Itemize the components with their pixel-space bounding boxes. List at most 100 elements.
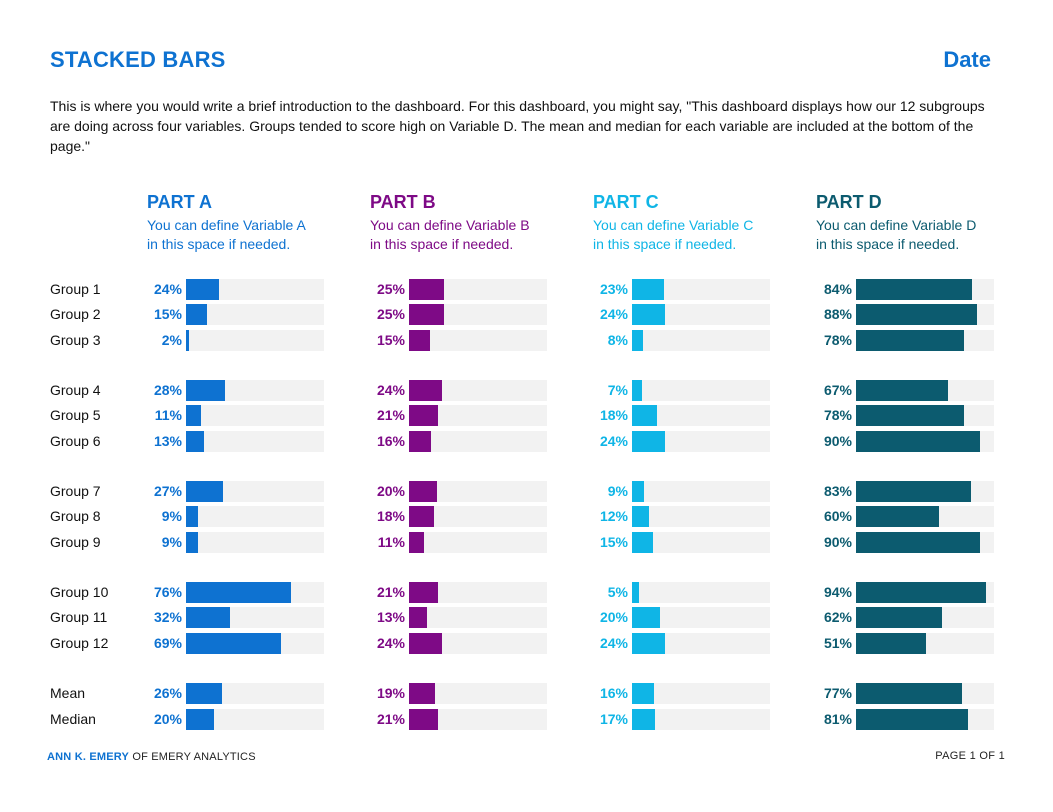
value-label: 62%	[823, 609, 852, 625]
bar-track	[409, 405, 547, 426]
group-label: Group 6	[50, 433, 101, 449]
value-label: 25%	[376, 281, 405, 297]
bar-track	[409, 683, 547, 704]
bar-track	[856, 481, 994, 502]
bar-fill	[632, 683, 654, 704]
group-label: Group 7	[50, 483, 101, 499]
bar-fill	[409, 304, 444, 325]
value-label: 8%	[607, 332, 628, 348]
bar-track	[186, 330, 324, 351]
footer-org: OF EMERY ANALYTICS	[129, 751, 256, 763]
bar-track	[632, 506, 770, 527]
bar-fill	[856, 405, 964, 426]
bar-track	[409, 582, 547, 603]
value-label: 90%	[823, 433, 852, 449]
bar-fill	[632, 607, 660, 628]
bar-fill	[186, 279, 219, 300]
bar-track	[632, 279, 770, 300]
value-label: 32%	[153, 609, 182, 625]
value-label: 12%	[599, 508, 628, 524]
value-label: 28%	[153, 382, 182, 398]
bar-track	[409, 532, 547, 553]
part-title: PART C	[593, 192, 659, 212]
bar-fill	[856, 431, 980, 452]
bar-track	[856, 709, 994, 730]
value-label: 18%	[376, 508, 405, 524]
value-label: 20%	[153, 711, 182, 727]
part-description-line: in this space if needed.	[370, 236, 514, 252]
bar-track	[409, 481, 547, 502]
page-number: PAGE 1 OF 1	[935, 750, 1005, 762]
bar-track	[409, 304, 547, 325]
bar-fill	[856, 506, 939, 527]
bar-track	[632, 481, 770, 502]
group-label: Median	[50, 711, 96, 727]
value-label: 2%	[161, 332, 182, 348]
bar-track	[409, 330, 547, 351]
value-label: 13%	[376, 609, 405, 625]
bar-track	[632, 380, 770, 401]
bar-track	[856, 431, 994, 452]
value-label: 11%	[154, 407, 182, 423]
footer-author: ANN K. EMERY	[47, 751, 130, 763]
bar-track	[632, 304, 770, 325]
value-label: 94%	[823, 584, 852, 600]
bar-track	[632, 607, 770, 628]
bar-track	[186, 709, 324, 730]
value-label: 23%	[599, 281, 628, 297]
value-label: 24%	[153, 281, 182, 297]
bar-fill	[409, 481, 437, 502]
bar-fill	[632, 481, 644, 502]
bar-track	[409, 380, 547, 401]
value-label: 21%	[376, 407, 405, 423]
bar-track	[409, 633, 547, 654]
value-label: 11%	[377, 534, 405, 550]
part-title: PART A	[147, 192, 212, 212]
bar-track	[409, 506, 547, 527]
value-label: 17%	[599, 711, 628, 727]
bar-fill	[632, 405, 657, 426]
group-label: Group 5	[50, 407, 101, 423]
bar-track	[856, 405, 994, 426]
bar-fill	[186, 709, 214, 730]
group-label: Group 3	[50, 332, 101, 348]
bar-fill	[632, 279, 664, 300]
part-description-line: in this space if needed.	[147, 236, 291, 252]
value-label: 20%	[376, 483, 405, 499]
bar-fill	[856, 683, 962, 704]
value-label: 51%	[823, 635, 852, 651]
value-label: 18%	[599, 407, 628, 423]
part-title: PART B	[370, 192, 436, 212]
value-label: 24%	[376, 382, 405, 398]
bar-fill	[186, 532, 198, 553]
value-label: 24%	[599, 635, 628, 651]
bar-fill	[632, 380, 642, 401]
bar-fill	[409, 582, 438, 603]
group-label: Group 8	[50, 508, 101, 524]
group-label: Group 1	[50, 281, 101, 297]
part-description-line: You can define Variable B	[370, 217, 530, 233]
intro-text: This is where you would write a brief in…	[50, 98, 985, 154]
bar-fill	[856, 481, 971, 502]
value-label: 25%	[376, 306, 405, 322]
bar-fill	[409, 380, 442, 401]
value-label: 15%	[153, 306, 182, 322]
value-label: 9%	[607, 483, 628, 499]
bar-fill	[409, 431, 431, 452]
bar-track	[856, 330, 994, 351]
value-label: 27%	[153, 483, 182, 499]
value-label: 21%	[376, 711, 405, 727]
bar-fill	[186, 481, 223, 502]
bar-fill	[186, 304, 207, 325]
bar-fill	[856, 304, 977, 325]
bar-fill	[632, 582, 639, 603]
value-label: 9%	[161, 508, 182, 524]
bar-fill	[186, 380, 225, 401]
part-description: You can define Variable C in this space i…	[593, 216, 793, 254]
value-label: 77%	[823, 685, 852, 701]
part-description: You can define Variable A in this space i…	[147, 216, 347, 254]
value-label: 81%	[823, 711, 852, 727]
bar-fill	[632, 506, 649, 527]
bar-track	[186, 607, 324, 628]
group-label: Group 10	[50, 584, 109, 600]
